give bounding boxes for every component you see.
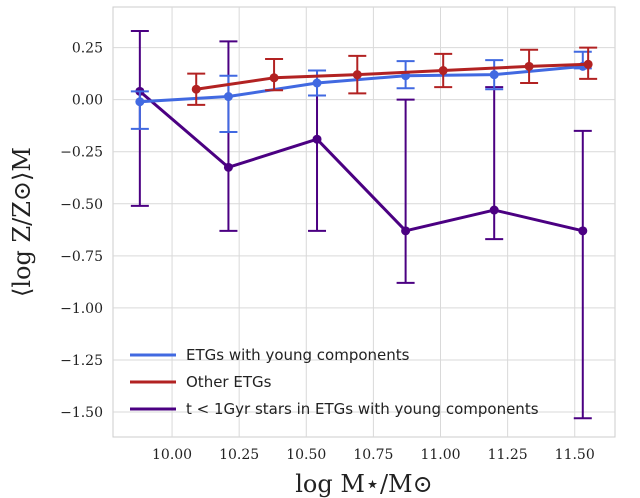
x-tick-label: 10.00 xyxy=(152,447,192,463)
series-line xyxy=(196,62,589,91)
x-tick-label: 11.50 xyxy=(555,447,595,463)
y-tick-label: −0.25 xyxy=(60,145,103,161)
series-2 xyxy=(130,29,592,420)
series-1 xyxy=(187,46,598,106)
x-tick-label: 10.50 xyxy=(286,447,326,463)
y-tick-label: −1.50 xyxy=(60,405,103,421)
data-point xyxy=(269,73,279,83)
series-line xyxy=(139,64,583,104)
legend-label-etgs-young: ETGs with young components xyxy=(186,346,410,364)
data-point xyxy=(223,162,233,172)
x-ticks: 10.00 10.25 10.50 10.75 11.00 11.25 11.50 xyxy=(152,447,595,463)
x-tick-label: 11.00 xyxy=(420,447,460,463)
x-axis-label: log M⋆/M⊙ xyxy=(295,470,432,498)
y-tick-label: 0.25 xyxy=(72,41,103,57)
y-ticks: 0.25 0.00 −0.25 −0.50 −0.75 −1.00 −1.25 −1.50 xyxy=(60,41,103,421)
data-point xyxy=(438,66,448,76)
y-tick-label: −0.75 xyxy=(60,249,103,265)
series-layer xyxy=(130,29,598,420)
x-tick-label: 10.25 xyxy=(219,447,259,463)
data-point xyxy=(578,226,588,236)
y-tick-label: 0.00 xyxy=(72,93,103,109)
x-tick-label: 10.75 xyxy=(353,447,393,463)
legend-label-young-stars: t < 1Gyr stars in ETGs with young compon… xyxy=(186,400,539,418)
legend-label-other-etgs: Other ETGs xyxy=(186,373,272,391)
y-axis-label: ⟨log Z/Z⊙⟩M xyxy=(8,147,36,297)
x-tick-label: 11.25 xyxy=(488,447,528,463)
y-tick-label: −1.25 xyxy=(60,353,103,369)
data-point xyxy=(489,205,499,215)
y-tick-label: −0.50 xyxy=(60,197,103,213)
data-point xyxy=(583,59,593,69)
data-point xyxy=(223,92,233,102)
data-point xyxy=(524,61,534,71)
data-point xyxy=(401,226,411,236)
data-point xyxy=(312,78,322,88)
series-line xyxy=(138,90,584,233)
legend: ETGs with young components Other ETGs t … xyxy=(130,346,539,418)
data-point xyxy=(191,84,201,94)
data-point xyxy=(312,134,322,144)
data-point xyxy=(135,97,145,107)
y-tick-label: −1.00 xyxy=(60,301,103,317)
data-point xyxy=(489,70,499,80)
data-point xyxy=(352,70,362,80)
series-0 xyxy=(130,50,592,133)
